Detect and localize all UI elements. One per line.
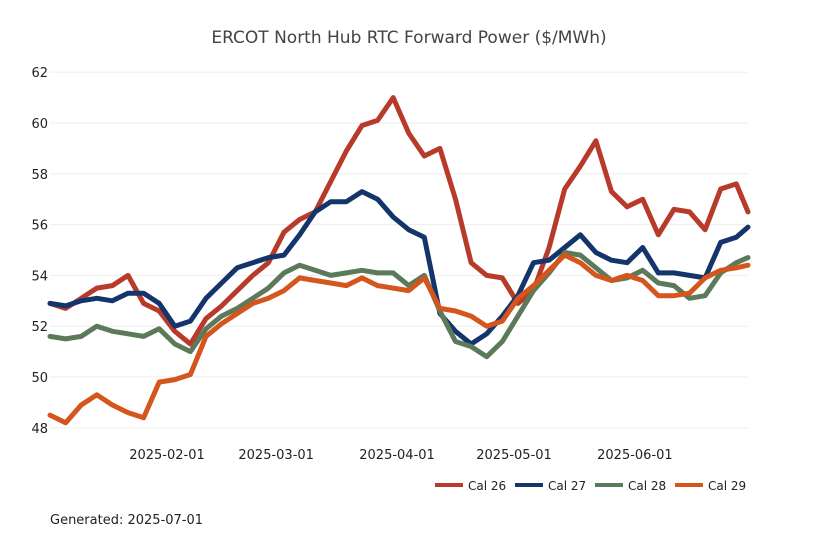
x-axis-ticks: 2025-02-01 2025-03-01 2025-04-01 2025-05-01… xyxy=(129,448,672,463)
generated-footnote: Generated: 2025-07-01 xyxy=(50,513,204,528)
y-tick-label: 52 xyxy=(31,320,48,335)
series-line-cal-26 xyxy=(47,95,751,347)
y-tick-label: 60 xyxy=(31,117,48,132)
x-tick-label: 2025-02-01 xyxy=(129,448,205,463)
y-tick-label: 58 xyxy=(31,168,48,183)
series-line-cal-28 xyxy=(47,250,751,360)
series-lines xyxy=(47,95,751,426)
legend-label: Cal 27 xyxy=(548,479,586,493)
x-tick-label: 2025-06-01 xyxy=(597,448,673,463)
y-tick-label: 50 xyxy=(31,371,48,386)
x-tick-label: 2025-05-01 xyxy=(476,448,552,463)
legend: Cal 26 Cal 27 Cal 28 Cal 29 xyxy=(435,479,746,493)
series-line-cal-27 xyxy=(47,189,751,347)
series-line-cal-29 xyxy=(47,252,751,426)
y-tick-label: 62 xyxy=(31,66,48,81)
legend-label: Cal 28 xyxy=(628,479,666,493)
y-tick-label: 54 xyxy=(31,269,48,284)
legend-label: Cal 26 xyxy=(468,479,506,493)
chart-title: ERCOT North Hub RTC Forward Power ($/MWh… xyxy=(211,28,607,48)
y-tick-label: 56 xyxy=(31,219,48,234)
y-tick-label: 48 xyxy=(31,422,48,437)
x-tick-label: 2025-04-01 xyxy=(359,448,435,463)
legend-label: Cal 29 xyxy=(708,479,746,493)
x-tick-label: 2025-03-01 xyxy=(238,448,314,463)
y-axis-ticks: 48 50 52 54 56 58 60 62 xyxy=(31,66,48,437)
